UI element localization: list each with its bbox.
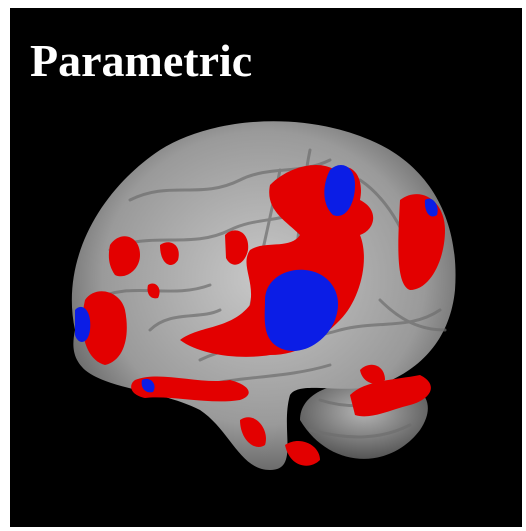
activation-blue: [75, 165, 438, 393]
activation-red: [82, 165, 445, 466]
panel-title: Parametric: [30, 35, 252, 86]
